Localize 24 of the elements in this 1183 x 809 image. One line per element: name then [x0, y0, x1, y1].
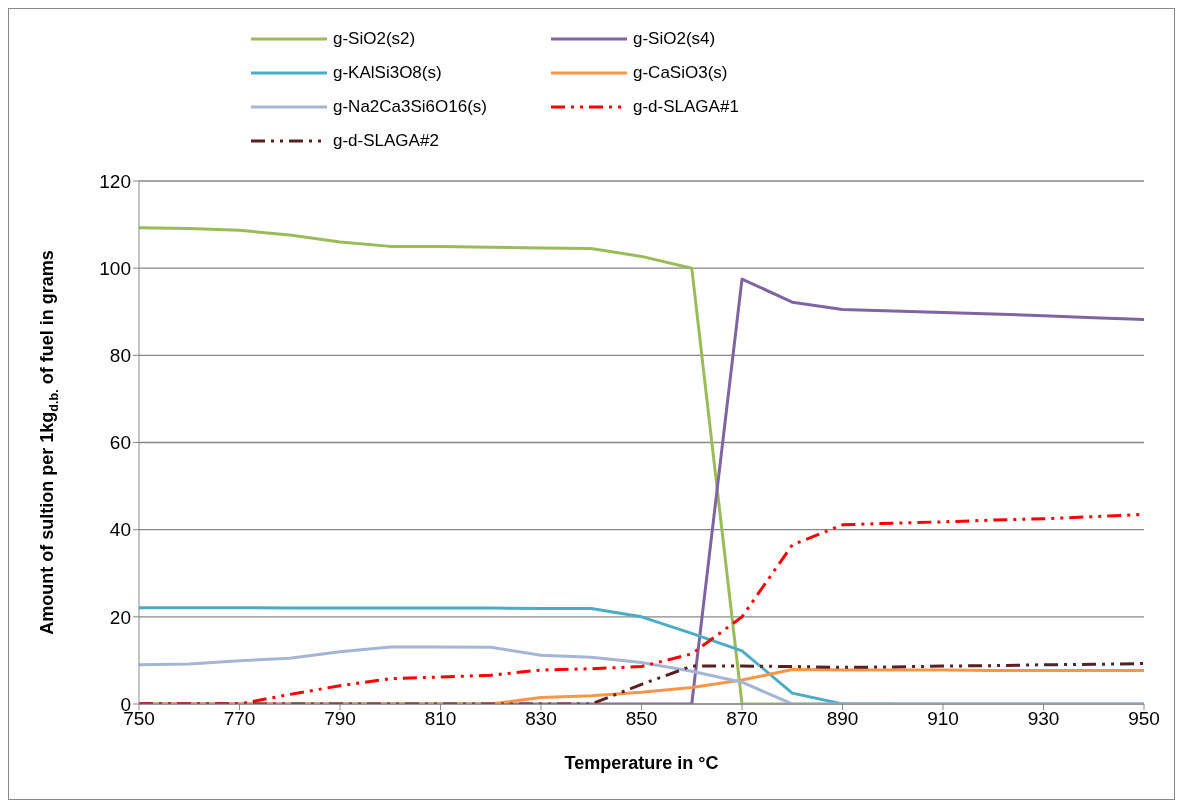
y-tick-label: 60	[109, 432, 131, 454]
legend-label: g-SiO2(s2)	[333, 29, 416, 49]
x-tick-label: 870	[726, 708, 758, 730]
legend-label: g-d-SLAGA#1	[633, 97, 739, 117]
x-axis-title: Temperature in °C	[564, 753, 719, 773]
x-tick-label: 930	[1027, 708, 1060, 730]
x-tick-label: 910	[927, 708, 959, 730]
x-tick-label: 810	[424, 708, 457, 730]
legend-label: g-KAlSi3O8(s)	[333, 63, 442, 83]
x-tick-label: 830	[525, 708, 557, 730]
x-tick-label: 770	[223, 708, 256, 730]
legend-label: g-SiO2(s4)	[633, 29, 716, 49]
legend-label: g-Na2Ca3Si6O16(s)	[333, 97, 488, 117]
x-tick-label: 790	[324, 708, 356, 730]
x-tick-label: 950	[1128, 708, 1160, 730]
legend-label: g-d-SLAGA#2	[333, 131, 439, 151]
y-tick-label: 100	[99, 257, 131, 279]
y-tick-label: 20	[109, 606, 131, 628]
legend-label: g-CaSiO3(s)	[633, 63, 728, 83]
x-tick-label: 890	[826, 708, 859, 730]
y-tick-label: 40	[109, 519, 131, 541]
y-tick-label: 80	[109, 345, 131, 367]
y-tick-label: 120	[99, 170, 131, 192]
x-tick-label: 850	[625, 708, 658, 730]
